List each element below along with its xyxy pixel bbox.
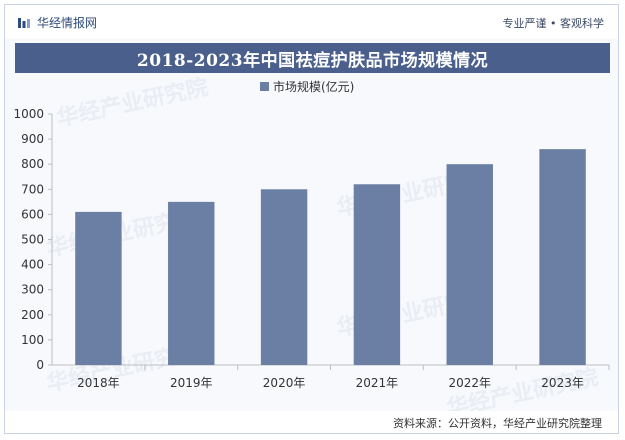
x-tick-label: 2020年 (263, 376, 306, 390)
bar (75, 211, 122, 365)
chart-frame: 华经情报网 专业严谨 • 客观科学 2018-2023年中国祛痘护肤品市场规模情… (4, 4, 619, 434)
legend-label: 市场规模(亿元) (273, 79, 354, 94)
y-tick-label: 600 (21, 207, 44, 221)
source-note: 资料来源：公开资料，华经产业研究院整理 (393, 417, 602, 430)
chart-title: 2018-2023年中国祛痘护肤品市场规模情况 (15, 43, 610, 73)
bar (353, 184, 401, 365)
brand-name: 华经情报网 (37, 16, 98, 30)
footer-bar: 资料来源：公开资料，华经产业研究院整理 (5, 411, 618, 433)
y-tick-label: 100 (21, 333, 44, 347)
x-tick-label: 2023年 (541, 376, 584, 390)
bar (168, 201, 215, 365)
x-tick-label: 2021年 (356, 376, 399, 390)
bar (446, 164, 493, 365)
brand: 华经情报网 (17, 14, 97, 31)
y-tick-label: 900 (21, 132, 44, 146)
header-bar: 华经情报网 专业严谨 • 客观科学 (5, 5, 618, 39)
y-tick-label: 500 (21, 233, 44, 247)
y-tick-label: 700 (21, 182, 44, 196)
y-tick-label: 400 (21, 258, 44, 272)
y-tick-label: 300 (21, 283, 44, 297)
bar (539, 149, 586, 365)
x-tick-label: 2022年 (448, 376, 491, 390)
y-tick-label: 1000 (13, 107, 44, 121)
bar (260, 189, 308, 365)
x-tick-label: 2018年 (77, 376, 120, 390)
y-tick-label: 800 (21, 157, 44, 171)
y-tick-label: 200 (21, 308, 44, 322)
legend-swatch (260, 82, 269, 91)
slogan: 专业严谨 • 客观科学 (502, 17, 604, 30)
x-tick-label: 2019年 (170, 376, 213, 390)
bar-chart: 0 100 200 300 400 500 600 700 800 900 1000 2018年 201… (13, 79, 610, 390)
brand-logo-icon (18, 17, 30, 28)
y-tick-label: 0 (36, 358, 44, 372)
